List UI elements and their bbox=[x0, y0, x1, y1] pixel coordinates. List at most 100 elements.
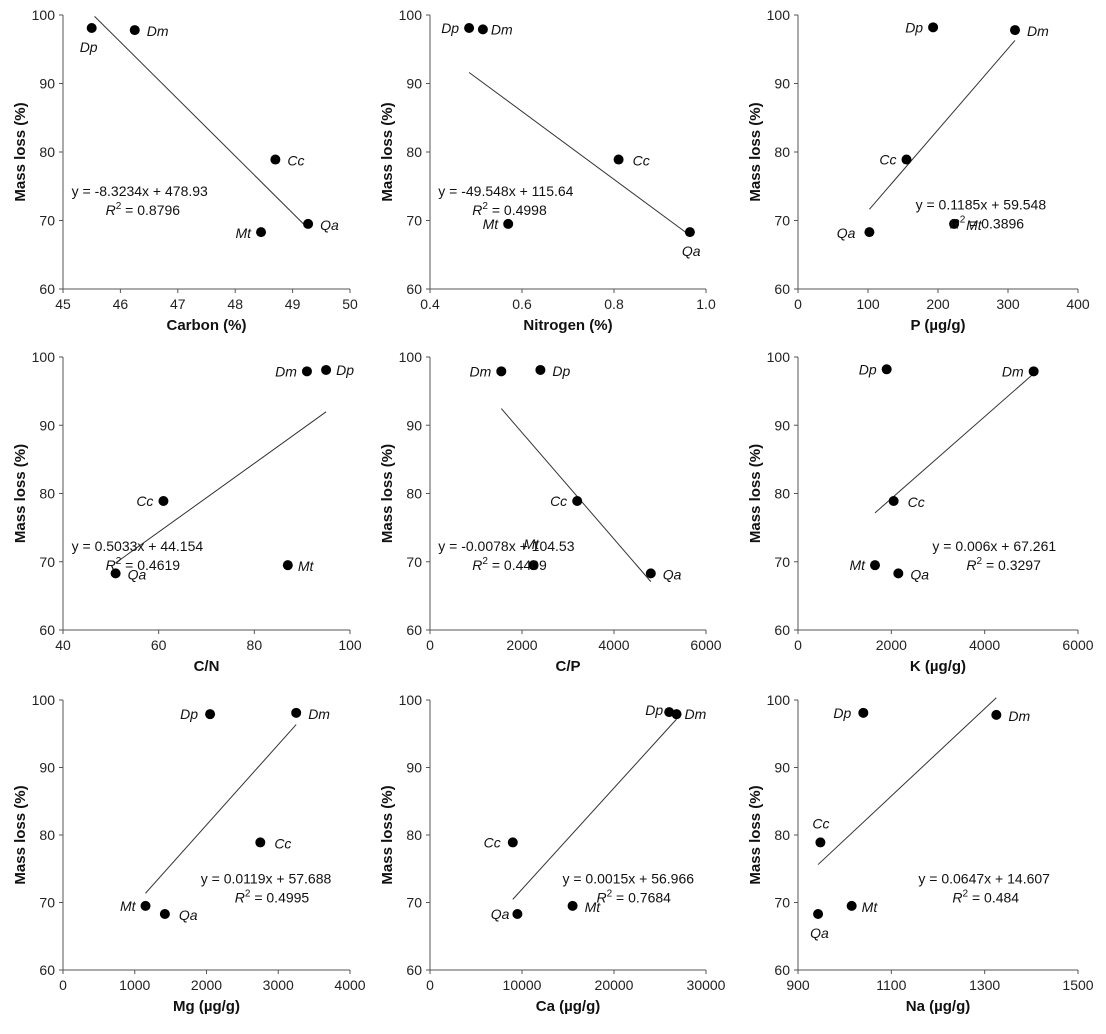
data-point-dm bbox=[291, 707, 302, 718]
trend-equation: y = -0.0078x + 104.53 bbox=[438, 538, 574, 554]
y-tick-label: 70 bbox=[406, 895, 422, 911]
y-axis-label: Mass loss (%) bbox=[12, 444, 29, 543]
point-label-dp: Dp bbox=[336, 362, 354, 378]
y-tick-label: 90 bbox=[774, 417, 790, 433]
data-point-cc bbox=[507, 837, 518, 848]
y-tick-label: 100 bbox=[399, 7, 423, 23]
y-axis-label: Mass loss (%) bbox=[12, 785, 29, 884]
x-tick-label: 6000 bbox=[1062, 637, 1093, 653]
trendline bbox=[145, 724, 297, 894]
y-tick-label: 60 bbox=[39, 962, 55, 978]
point-label-cc: Cc bbox=[812, 815, 829, 831]
point-label-qa: Qa bbox=[179, 907, 198, 923]
trendline bbox=[468, 72, 691, 236]
point-label-mt: Mt bbox=[235, 225, 252, 241]
y-tick-label: 90 bbox=[406, 760, 422, 776]
y-tick-label: 80 bbox=[774, 144, 790, 160]
r-squared: R2 = 0.3297 bbox=[966, 556, 1041, 573]
point-label-dm: Dm bbox=[470, 363, 492, 379]
x-axis-label: K (µg/g) bbox=[910, 658, 966, 675]
y-axis-label: Mass loss (%) bbox=[12, 102, 29, 201]
point-label-cc: Cc bbox=[908, 494, 925, 510]
point-label-cc: Cc bbox=[879, 152, 896, 168]
y-tick-label: 80 bbox=[39, 827, 55, 843]
point-label-mt: Mt bbox=[524, 536, 541, 552]
r-squared: R2 = 0.3896 bbox=[950, 215, 1025, 232]
x-axis-label: Ca (µg/g) bbox=[536, 998, 600, 1015]
y-tick-label: 60 bbox=[774, 962, 790, 978]
y-tick-label: 100 bbox=[32, 692, 56, 708]
point-label-dp: Dp bbox=[645, 702, 663, 718]
x-tick-label: 10000 bbox=[503, 977, 542, 993]
data-point-cc bbox=[815, 837, 826, 848]
data-point-dp bbox=[535, 364, 546, 375]
trendline bbox=[115, 411, 327, 564]
y-tick-label: 90 bbox=[406, 76, 422, 92]
chart-panel-3: 60 70 80 90 100 0 100 200 300 400 P (µg/g) Mass los… bbox=[747, 7, 1090, 334]
x-tick-label: 0.6 bbox=[512, 296, 532, 312]
r-squared: R2 = 0.4995 bbox=[235, 889, 310, 906]
x-tick-label: 4000 bbox=[598, 637, 629, 653]
x-tick-label: 49 bbox=[285, 296, 301, 312]
data-point-cc bbox=[901, 154, 912, 165]
y-tick-label: 80 bbox=[406, 827, 422, 843]
point-label-qa: Qa bbox=[810, 925, 829, 941]
data-point-mt bbox=[140, 900, 151, 911]
y-tick-label: 80 bbox=[406, 486, 422, 502]
trend-equation: y = 0.0647x + 14.607 bbox=[918, 871, 1050, 887]
data-point-qa bbox=[110, 568, 121, 579]
x-tick-label: 47 bbox=[170, 296, 186, 312]
point-label-dp: Dp bbox=[80, 39, 98, 55]
r-squared: R2 = 0.484 bbox=[952, 889, 1019, 906]
data-point-qa bbox=[645, 568, 656, 579]
x-tick-label: 100 bbox=[338, 637, 362, 653]
data-point-qa bbox=[813, 908, 824, 919]
y-tick-label: 100 bbox=[399, 692, 423, 708]
x-tick-label: 4000 bbox=[334, 977, 365, 993]
data-point-dm bbox=[129, 25, 140, 36]
r-squared: R2 = 0.8796 bbox=[106, 201, 181, 218]
y-tick-label: 70 bbox=[39, 895, 55, 911]
y-tick-label: 80 bbox=[39, 144, 55, 160]
chart-panel-1: 60 70 80 90 100 45 46 47 48 49 50 Carbon (%) Mass lo… bbox=[12, 7, 358, 334]
point-label-qa: Qa bbox=[491, 906, 510, 922]
data-point-dp bbox=[205, 709, 216, 720]
point-label-mt: Mt bbox=[966, 217, 983, 233]
y-tick-label: 60 bbox=[406, 622, 422, 638]
trend-equation: y = 0.006x + 67.261 bbox=[932, 538, 1056, 554]
data-point-dp bbox=[881, 364, 892, 375]
chart-panel-8: 60 70 80 90 100 0 10000 20000 30000 Ca (µg/g) Mass… bbox=[379, 692, 726, 1015]
x-tick-label: 2000 bbox=[191, 977, 222, 993]
point-label-cc: Cc bbox=[274, 835, 291, 851]
data-point-dm bbox=[496, 366, 507, 377]
x-tick-label: 30000 bbox=[687, 977, 726, 993]
data-point-cc bbox=[158, 496, 169, 507]
r-squared: R2 = 0.4409 bbox=[472, 556, 547, 573]
x-tick-label: 0 bbox=[794, 296, 802, 312]
x-tick-label: 300 bbox=[996, 296, 1020, 312]
x-tick-label: 20000 bbox=[595, 977, 634, 993]
point-label-cc: Cc bbox=[550, 493, 567, 509]
data-point-dp bbox=[858, 707, 869, 718]
x-axis-label: Na (µg/g) bbox=[906, 998, 970, 1015]
point-label-cc: Cc bbox=[633, 153, 650, 169]
point-label-mt: Mt bbox=[862, 899, 879, 915]
trendline bbox=[874, 373, 1034, 514]
x-tick-label: 40 bbox=[55, 637, 71, 653]
y-tick-label: 70 bbox=[774, 895, 790, 911]
y-tick-label: 90 bbox=[39, 76, 55, 92]
point-label-dp: Dp bbox=[441, 20, 459, 36]
point-label-cc: Cc bbox=[484, 834, 501, 850]
trendline bbox=[512, 718, 677, 900]
y-tick-label: 70 bbox=[39, 554, 55, 570]
y-tick-label: 90 bbox=[39, 417, 55, 433]
point-label-qa: Qa bbox=[837, 225, 856, 241]
y-tick-label: 70 bbox=[406, 213, 422, 229]
y-tick-label: 70 bbox=[774, 213, 790, 229]
y-tick-label: 100 bbox=[399, 349, 423, 365]
y-tick-label: 60 bbox=[774, 281, 790, 297]
y-tick-label: 60 bbox=[39, 622, 55, 638]
point-label-dm: Dm bbox=[685, 706, 707, 722]
data-point-mt bbox=[282, 560, 293, 571]
